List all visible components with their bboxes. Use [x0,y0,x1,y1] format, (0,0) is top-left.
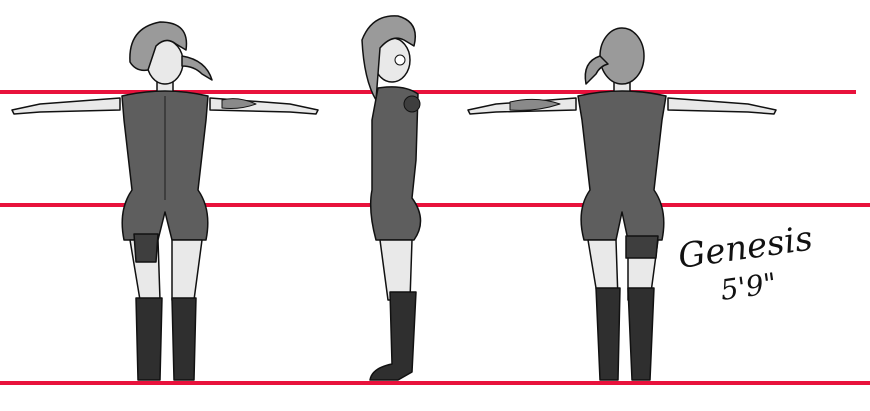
character-name: Genesis [676,219,815,277]
front-hair [129,21,188,72]
front-right-boot [171,297,197,381]
guide-line-bottom [0,381,870,385]
artist-signature: Genesis 5'9" [676,219,815,307]
front-braid [181,55,213,81]
back-left-boot [595,287,621,381]
front-left-arm [11,97,121,115]
back-arm-tattoo [509,98,561,111]
side-cheek-mark [394,54,406,66]
side-torso [369,86,422,241]
side-leg [379,239,413,301]
side-shoulder-patch [403,95,421,113]
guide-line-top [0,90,856,94]
front-left-boot [135,297,163,381]
back-right-arm [667,97,777,115]
side-boot [369,291,417,381]
front-arm-tattoo [221,98,257,109]
back-right-boot [627,287,655,381]
front-view-figure [11,21,319,381]
back-torso [577,90,667,241]
front-right-leg [171,239,203,301]
side-hair [361,15,416,101]
front-thigh-holster [133,233,159,263]
back-head [599,27,645,85]
back-view-figure [467,27,777,381]
back-stocking-bands [625,235,659,259]
side-view-figure [361,15,422,381]
character-height: 5'9" [718,266,778,307]
height-guide-lines [0,90,870,385]
back-braid [584,55,609,85]
guide-line-middle [0,203,870,207]
